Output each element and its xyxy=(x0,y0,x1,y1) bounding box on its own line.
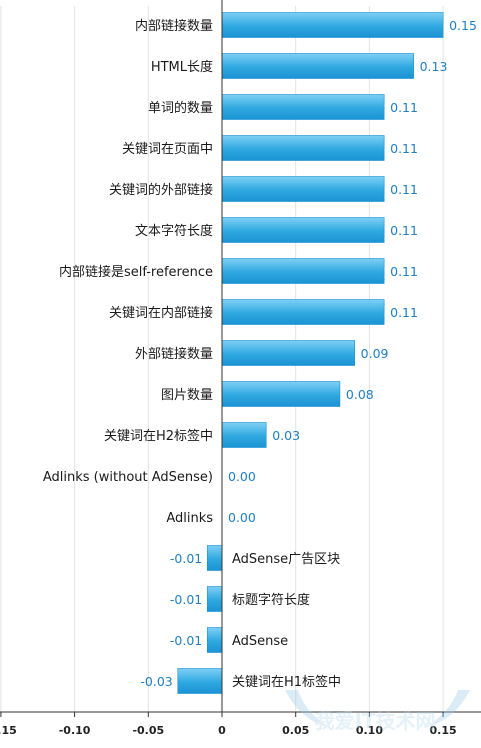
category-label-3: 关键词在页面中 xyxy=(122,142,213,157)
x-axis-ticks: -0.15 -0.10 -0.05 0 0.05 0.10 0.15 xyxy=(0,712,457,737)
value-label-7: 0.11 xyxy=(390,305,418,320)
value-label-1: 0.13 xyxy=(420,59,448,74)
axes xyxy=(0,0,481,713)
value-label-13: -0.01 xyxy=(170,551,202,566)
category-label-14: 标题字符长度 xyxy=(232,592,310,608)
category-label-2: 单词的数量 xyxy=(148,100,213,116)
category-label-10: 关键词在H2标签中 xyxy=(104,428,213,444)
category-label-13: AdSense广告区块 xyxy=(232,552,340,567)
category-label-1: HTML长度 xyxy=(151,59,213,75)
value-label-14: -0.01 xyxy=(170,592,202,607)
watermark-text: 我爱IT技术网 xyxy=(314,709,435,733)
category-label-6: 内部链接是self-reference xyxy=(59,264,213,280)
category-label-16: 关键词在H1标签中 xyxy=(232,674,341,690)
tick-label-0: -0.15 xyxy=(0,724,17,737)
category-label-0: 内部链接数量 xyxy=(135,18,213,34)
bar-2 xyxy=(221,94,385,120)
bar-6 xyxy=(221,258,385,284)
bar-9 xyxy=(221,381,341,407)
value-label-3: 0.11 xyxy=(390,141,418,156)
bar-15 xyxy=(206,627,223,653)
bar-8 xyxy=(221,340,355,366)
category-label-12: Adlinks xyxy=(166,511,213,526)
category-label-7: 关键词在内部链接 xyxy=(109,305,213,321)
bar-5 xyxy=(221,217,385,243)
category-label-9: 图片数量 xyxy=(161,388,213,403)
bar-3 xyxy=(221,135,385,161)
value-label-6: 0.11 xyxy=(390,264,418,279)
category-label-11: Adlinks (without AdSense) xyxy=(43,470,213,485)
category-labels: 内部链接数量 HTML长度单词的数量关键词在页面中关键词的外部链接文本字符长度内部… xyxy=(43,18,341,690)
watermark-swoosh-left xyxy=(285,690,330,728)
bar-14 xyxy=(206,586,223,612)
value-label-10: 0.03 xyxy=(272,428,300,443)
value-label-0: 0.15 xyxy=(449,18,477,33)
bar-0 xyxy=(221,12,444,38)
bar-13 xyxy=(206,545,223,571)
bars xyxy=(177,12,444,694)
value-label-12: 0.00 xyxy=(228,510,256,525)
gridlines xyxy=(0,6,444,712)
tick-label-1: -0.10 xyxy=(59,724,91,737)
bar-10 xyxy=(221,422,267,448)
value-label-4: 0.11 xyxy=(390,182,418,197)
tick-label-2: -0.05 xyxy=(132,724,164,737)
bar-16 xyxy=(177,668,223,694)
category-label-15: AdSense xyxy=(232,634,288,649)
tick-label-3: 0 xyxy=(218,724,226,737)
bar-4 xyxy=(221,176,385,202)
value-label-5: 0.11 xyxy=(390,223,418,238)
watermark-swoosh-right xyxy=(425,690,470,728)
category-label-4: 关键词的外部链接 xyxy=(109,182,213,198)
tick-label-6: 0.15 xyxy=(430,724,457,737)
tick-label-4: 0.05 xyxy=(282,724,309,737)
watermark-logo: 我爱IT技术网 xyxy=(285,690,470,733)
tick-label-5: 0.10 xyxy=(356,724,383,737)
value-label-16: -0.03 xyxy=(140,674,172,689)
value-label-15: -0.01 xyxy=(170,633,202,648)
value-label-8: 0.09 xyxy=(361,346,389,361)
bar-1 xyxy=(221,53,414,79)
value-label-9: 0.08 xyxy=(346,387,374,402)
value-label-11: 0.00 xyxy=(228,469,256,484)
bar-7 xyxy=(221,299,385,325)
value-label-2: 0.11 xyxy=(390,100,418,115)
category-label-8: 外部链接数量 xyxy=(135,346,213,362)
category-label-5: 文本字符长度 xyxy=(135,223,213,239)
value-labels: 0.15 0.13 0.11 0.11 0.11 0.11 0.11 0.11 0.09 0.08… xyxy=(140,18,477,689)
